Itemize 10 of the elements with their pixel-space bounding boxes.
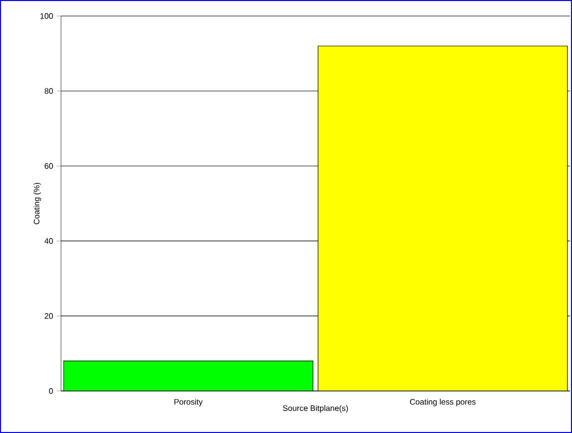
- x-tick-label: Coating less pores: [410, 398, 476, 406]
- y-tick-label: 80: [44, 88, 53, 94]
- y-axis-title: Coating (%): [34, 182, 41, 224]
- y-tick-label: 40: [44, 238, 53, 244]
- y-tick-label: 60: [44, 163, 53, 169]
- y-tick-label: 100: [40, 13, 53, 19]
- x-axis-title: Source Bitplane(s): [282, 405, 348, 413]
- y-tick-label: 20: [44, 313, 53, 319]
- x-tick-label: Porosity: [174, 398, 203, 406]
- y-tick-label: 0: [49, 388, 53, 394]
